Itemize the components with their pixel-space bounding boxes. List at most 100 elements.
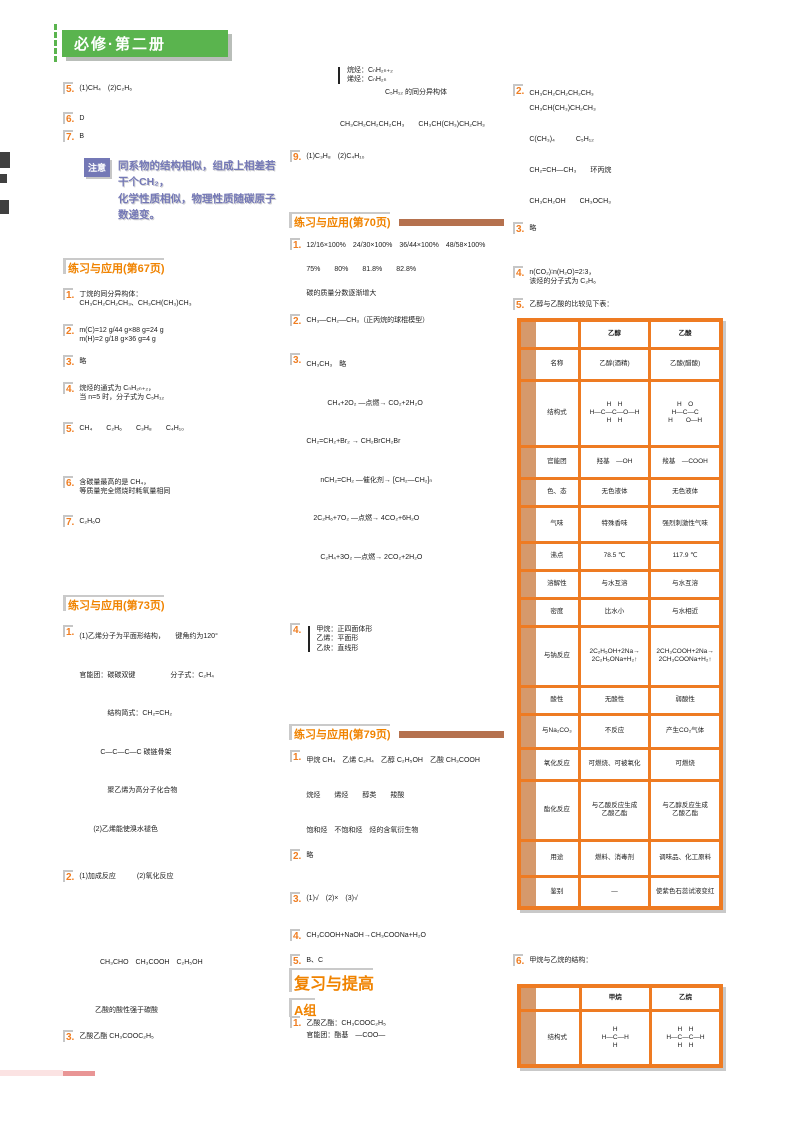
table-cell: 无色液体 [648, 476, 723, 508]
table-cell: 燃料、消毒剂 [577, 838, 652, 878]
answer-fragment: CH₃CHO CH₃COOH C₂H₅OH [100, 959, 203, 966]
section-header-label: 练习与应用(第70页) [292, 214, 393, 230]
answer-item: 6. 含碳量最高的是 CH₄， 等质量完全燃烧时耗氧量相同 [65, 478, 280, 497]
item-text: 烷烃的通式为 CₙH₂ₙ₊₂， 当 n=5 时，分子式为 C₅H₁₂ [79, 385, 165, 402]
item-number: 1. [293, 1018, 302, 1029]
table-row: 溶解性 与水互溶 与水互溶 [517, 568, 723, 600]
item-number: 6. [66, 114, 75, 125]
answer-item: 2. (1)加成反应 (2)氧化反应 [65, 872, 283, 884]
table-cell: 羟基 —OH [577, 444, 652, 480]
table-cell: 117.9 ℃ [648, 540, 723, 572]
item-text: (1)CH₄ (2)C₂H₆ [79, 85, 133, 92]
brace-block: 烷烃：CₙH₂ₙ₊₂ 烯烃：CₙH₂ₙ [336, 66, 496, 85]
answer-item: 3. 略 [65, 357, 280, 369]
table-row: 密度 比水小 与水相近 [517, 596, 723, 628]
row-label: 色、态 [517, 476, 581, 508]
item-text: 略 [306, 852, 314, 859]
page-edge-marks [0, 152, 10, 168]
item-text: CH₃COOH+NaOH→CH₃COONa+H₂O [306, 932, 426, 939]
answer-item: 1. 12/16×100% 24/30×100% 36/44×100% 48/58… [292, 240, 504, 299]
note-box: 注意 同系物的结构相似，组成上相差若干个CH₂， 化学性质相似，物理性质随碳原子数… [84, 158, 276, 223]
table-column-header [517, 318, 581, 350]
item-text: CH₃—CH₂—CH₃（正丙烷的球棍模型） [306, 317, 430, 324]
item-text: m(C)=12 g/44 g×88 g=24 g m(H)=2 g/18 g×3… [79, 327, 164, 344]
row-label: 与钠反应 [517, 624, 581, 688]
section-header: 练习与应用(第73页) [66, 597, 276, 613]
item-text: (1)乙烯分子为平面形结构， 键角约为120° 官能团：碳碳双键 分子式：C₂H… [79, 633, 218, 833]
review-heading-title: 复习与提高 [292, 970, 376, 994]
section-header-label: 练习与应用(第73页) [66, 597, 167, 613]
table-cell: 与水互溶 [577, 568, 652, 600]
answer-item: 5. 乙醇与乙酸的比较见下表： [515, 300, 730, 312]
item-number: 1. [293, 240, 302, 251]
table-cell: 乙醇(酒精) [577, 346, 652, 382]
row-label: 酯化反应 [517, 778, 581, 842]
row-label: 结构式 [517, 1008, 582, 1068]
answer-item: 7. C₂H₆O [65, 517, 280, 529]
section-header-label: 练习与应用(第67页) [66, 260, 167, 276]
answer-item: 9. (1)C₃H₈ (2)C₄H₁₀ [292, 152, 502, 164]
item-number: 3. [293, 894, 302, 905]
item-text: (1)加成反应 (2)氧化反应 [79, 873, 174, 880]
page-edge-marks [0, 200, 9, 214]
table-cell: H O H—C—C H O—H [648, 378, 723, 448]
footer-accent-bar [0, 1070, 63, 1076]
item-text: B [79, 133, 85, 140]
answer-item: 3. 乙酸乙酯 CH₃COOC₂H₅ [65, 1032, 265, 1044]
answer-item: 2. CH₃CH₂CH₂CH₂CH₃ CH₃CH(CH₃)CH₂CH₃ C(CH₃… [515, 86, 730, 209]
table-cell: 产生CO₂气体 [648, 712, 723, 750]
item-text: 丁烷的同分异构体： CH₃CH₂CH₂CH₃、CH₃CH(CH₃)CH₃ [79, 291, 192, 308]
section-header-label: 练习与应用(第79页) [292, 726, 393, 742]
item-text: CH₃CH₃ 略 CH₄+2O₂ —点燃→ CO₂+2H₂O CH₂=CH₂+B… [306, 361, 433, 561]
note-tag: 注意 [84, 158, 111, 177]
table-row: 鉴别 — 使紫色石蕊试液变红 [517, 874, 723, 910]
table-header-row: 乙醇 乙酸 [517, 318, 723, 350]
volume-title: 必修·第二册 [74, 36, 166, 53]
table-column-header: 乙酸 [648, 318, 723, 350]
section-header: 练习与应用(第70页) [292, 214, 504, 230]
item-number: 5. [66, 84, 75, 95]
item-text: 乙酸乙酯：CH₃COOC₂H₅ 官能团：酯基 —COO— [306, 1020, 386, 1039]
table-row: 名称 乙醇(酒精) 乙酸(醋酸) [517, 346, 723, 382]
table-cell: 2C₂H₅OH+2Na→ 2C₂H₅ONa+H₂↑ [577, 624, 652, 688]
row-label: 鉴别 [517, 874, 581, 910]
table-cell: H H H—C—C—O—H H H [577, 378, 652, 448]
table-cell: 78.5 ℃ [577, 540, 652, 572]
row-label: 酸性 [517, 684, 581, 716]
banner-dashed-edge [54, 24, 57, 62]
brace-text: 烷烃：CₙH₂ₙ₊₂ 烯烃：CₙH₂ₙ [347, 67, 393, 84]
table-cell: 不反应 [577, 712, 652, 750]
item-number: 6. [66, 478, 75, 489]
item-number: 3. [293, 355, 302, 366]
item-number: 1. [66, 627, 75, 638]
table-row: 酸性 无酸性 弱酸性 [517, 684, 723, 716]
row-label: 氧化反应 [517, 746, 581, 782]
row-label: 结构式 [517, 378, 581, 448]
section-header-bar [398, 730, 504, 738]
table-row: 酯化反应 与乙酸反应生成 乙酸乙酯 与乙醇反应生成 乙酸乙酯 [517, 778, 723, 842]
table-cell: 可燃烧 [648, 746, 723, 782]
table-cell: H H—C—H H [578, 1008, 652, 1068]
table-row: 色、态 无色液体 无色液体 [517, 476, 723, 508]
answer-item: 5. B、C [292, 956, 504, 968]
item-number: 1. [66, 290, 75, 301]
table-row: 官能团 羟基 —OH 羧基 —COOH [517, 444, 723, 480]
footer-accent-bar-segment [63, 1071, 95, 1076]
table-cell: 无色液体 [577, 476, 652, 508]
answer-item: 4. 烷烃的通式为 CₙH₂ₙ₊₂， 当 n=5 时，分子式为 C₅H₁₂ [65, 384, 280, 403]
item-text: 略 [79, 358, 87, 365]
item-number: 4. [293, 931, 302, 942]
item-number: 2. [516, 86, 525, 97]
item-number: 9. [293, 152, 302, 163]
table-cell: 羧基 —COOH [648, 444, 723, 480]
table-cell: H H H—C—C—H H H [648, 1008, 723, 1068]
note-text: 同系物的结构相似，组成上相差若干个CH₂， 化学性质相似，物理性质随碳原子数递变… [118, 160, 276, 221]
table-cell: 特殊香味 [577, 504, 652, 544]
item-text: n(CO₂)∶n(H₂O)=2∶3， 该烃的分子式为 C₂H₆ [529, 269, 596, 286]
item-number: 4. [66, 384, 75, 395]
